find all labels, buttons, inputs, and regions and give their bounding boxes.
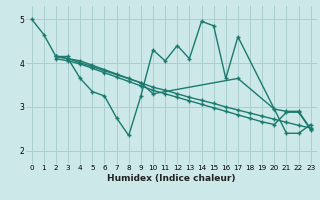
X-axis label: Humidex (Indice chaleur): Humidex (Indice chaleur) xyxy=(107,174,236,183)
